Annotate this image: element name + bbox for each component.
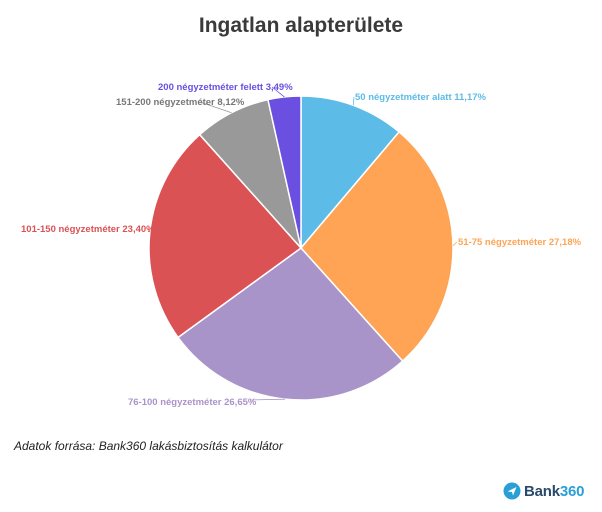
chart-title: Ingatlan alapterülete xyxy=(198,14,404,37)
slice-label-text: 200 négyzetméter felett xyxy=(158,82,266,93)
slice-label-percent: 8,12% xyxy=(217,97,245,108)
pie-slice-2 xyxy=(300,130,454,363)
slice-label-percent: 11,17% xyxy=(454,92,486,103)
leader-line-4 xyxy=(147,228,151,233)
slice-label-percent: 23,40% xyxy=(122,224,155,235)
slice-label-percent: 3,49% xyxy=(265,82,293,93)
slice-label-5: 151-200 négyzetméter 8,12% xyxy=(116,97,244,108)
brand-name: Bank360 xyxy=(524,482,585,500)
slice-label-6: 200 négyzetméter felett 3,49% xyxy=(158,82,293,93)
slice-label-percent: 27,18% xyxy=(548,237,582,248)
leader-line-2 xyxy=(452,241,458,246)
slice-label-2: 51-75 négyzetméter 27,18% xyxy=(458,237,581,248)
slice-label-text: 50 négyzetméter alatt xyxy=(355,92,455,103)
leader-line-5 xyxy=(199,101,232,114)
slice-label-4: 101-150 négyzetméter 23,40% xyxy=(21,224,155,235)
leader-line-1 xyxy=(352,96,355,106)
pie-slice-6 xyxy=(267,95,302,249)
pie-slice-1 xyxy=(300,95,401,251)
bank360-logo-icon xyxy=(503,482,521,500)
slice-label-percent: 26,65% xyxy=(224,397,257,408)
slice-label-1: 50 négyzetméter alatt 11,17% xyxy=(355,92,486,103)
brand-logo: Bank360 xyxy=(503,482,585,500)
slice-label-text: 151-200 négyzetméter xyxy=(116,97,218,108)
leader-line-3 xyxy=(249,398,286,401)
slice-label-text: 51-75 négyzetméter xyxy=(458,237,549,248)
leader-line-6 xyxy=(271,86,285,98)
slice-label-text: 101-150 négyzetméter xyxy=(21,224,123,235)
source-note: Adatok forrása: Bank360 lakásbiztosítás … xyxy=(14,439,283,453)
pie-slice-3 xyxy=(177,246,404,401)
brand-name-accent: 360 xyxy=(559,482,585,500)
slice-label-text: 76-100 négyzetméter xyxy=(128,397,225,408)
brand-name-main: Bank xyxy=(524,482,560,500)
slice-label-3: 76-100 négyzetméter 26,65% xyxy=(128,397,256,408)
